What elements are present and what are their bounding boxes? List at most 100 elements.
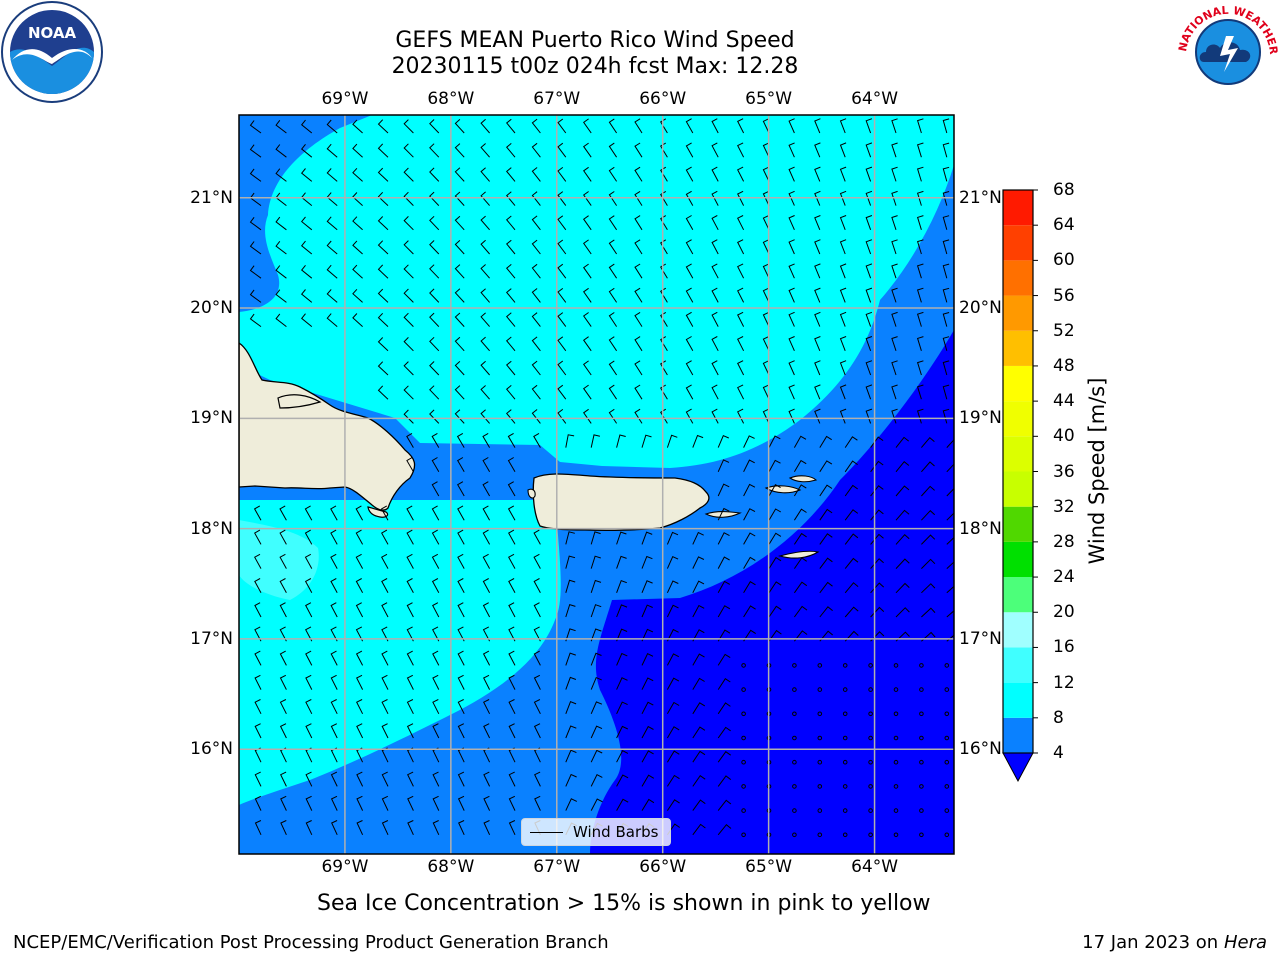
wind-barb: [454, 264, 465, 279]
wind-barb: [891, 263, 898, 279]
wind-barb: [429, 312, 440, 327]
wind-barb: [768, 508, 782, 521]
wind-barb: [692, 556, 705, 569]
wind-barb: [916, 287, 924, 303]
wind-barb: [641, 653, 654, 666]
wind-barb: [921, 607, 936, 618]
wind-barb: [666, 750, 680, 763]
colorbar-tick: 4: [1053, 743, 1064, 763]
wind-barb: [891, 239, 898, 255]
lat-tick-right: 19°N: [959, 408, 1002, 429]
wind-barb: [249, 217, 262, 231]
wind-barb: [508, 553, 516, 569]
wind-barbs: [249, 118, 954, 838]
wind-barb: [634, 215, 643, 231]
wind-barb: [768, 532, 782, 545]
wind-barb: [737, 118, 745, 134]
wind-barb: [254, 795, 262, 811]
wind-barb: [788, 142, 795, 158]
wind-barb: [533, 553, 541, 569]
lon-tick-bottom: 68°W: [427, 857, 475, 877]
chart-subtitle: 20230115 t00z 024h fcst Max: 12.28: [391, 54, 799, 79]
wind-barb: [891, 384, 898, 400]
wind-barb: [865, 336, 873, 351]
wind-barb: [641, 677, 654, 690]
wind-barb: [814, 215, 821, 230]
wind-barb: [717, 605, 731, 618]
wind-barb: [762, 360, 770, 376]
wind-barb: [406, 529, 414, 545]
wind-barb: [692, 823, 706, 836]
wind-barb: [839, 360, 847, 376]
wind-barb: [819, 557, 833, 569]
wind-barb: [403, 167, 414, 182]
wind-barb: [480, 336, 490, 352]
wind-barb: [431, 529, 440, 545]
wind-barb: [508, 723, 516, 739]
wind-barb: [942, 191, 950, 206]
wind-barb: [377, 312, 389, 327]
wind-barb-calm: [919, 687, 924, 692]
wind-barb: [431, 481, 440, 497]
wind-barb: [946, 487, 954, 497]
wind-barb: [641, 555, 653, 569]
colorbar-swatch: [1003, 647, 1033, 683]
wind-barb: [685, 408, 694, 424]
wind-barb: [743, 435, 755, 448]
wind-barb: [531, 191, 541, 206]
wind-barb: [377, 191, 389, 206]
wind-barb: [531, 384, 541, 400]
wind-barb: [844, 557, 859, 569]
wind-barb: [946, 512, 954, 521]
land-north-islet: [277, 394, 322, 409]
wind-barb: [508, 626, 516, 642]
wind-barb: [634, 263, 643, 279]
chart-title: GEFS MEAN Puerto Rico Wind Speed: [395, 28, 795, 53]
wind-barb: [660, 384, 668, 400]
wind-barb: [814, 190, 821, 206]
lat-tick-left: 18°N: [190, 518, 233, 539]
wind-barb: [407, 795, 414, 811]
wind-barb: [946, 610, 954, 618]
wind-barb: [280, 795, 287, 811]
wind-barb: [355, 553, 364, 569]
wind-barb: [531, 215, 541, 231]
wind-barb: [356, 795, 364, 811]
wind-barb: [692, 702, 706, 715]
wind-barb: [253, 505, 262, 521]
wind-barb: [717, 629, 731, 642]
colorbar-tick: 36: [1053, 461, 1075, 482]
wind-barb: [891, 215, 898, 230]
wind-barb: [352, 143, 363, 158]
wind-barb: [666, 677, 680, 690]
wind-barb: [355, 602, 364, 618]
wind-barb: [608, 312, 618, 327]
wind-barb-calm: [919, 711, 924, 717]
wind-barb: [565, 676, 577, 690]
wind-barb: [565, 579, 576, 593]
wind-barb: [717, 483, 730, 497]
lat-tick-left: 17°N: [190, 628, 233, 649]
wind-barb: [634, 118, 643, 134]
wind-barb: [711, 336, 719, 352]
wind-barb: [895, 485, 910, 497]
wind-barbs-legend: Wind Barbs: [521, 818, 671, 846]
lon-tick-bottom: 67°W: [533, 857, 581, 877]
wind-barb: [946, 561, 954, 569]
wind-barb: [839, 118, 847, 134]
wind-barb-calm: [817, 759, 823, 765]
wind-barb: [768, 459, 781, 473]
wind-barb: [946, 439, 954, 448]
wind-barb: [737, 384, 745, 400]
wind-barb: [711, 190, 719, 206]
wind-barb: [590, 798, 603, 811]
wind-barb: [330, 578, 338, 594]
colorbar-label: Wind Speed [m/s]: [1085, 377, 1109, 565]
wind-barb-calm: [842, 735, 848, 741]
wind-barb: [457, 505, 465, 521]
wind-barb: [870, 485, 884, 497]
wind-barb: [508, 674, 516, 690]
wind-barb: [355, 578, 364, 594]
wind-barb: [275, 119, 287, 134]
lat-tick-left: 20°N: [190, 298, 233, 319]
